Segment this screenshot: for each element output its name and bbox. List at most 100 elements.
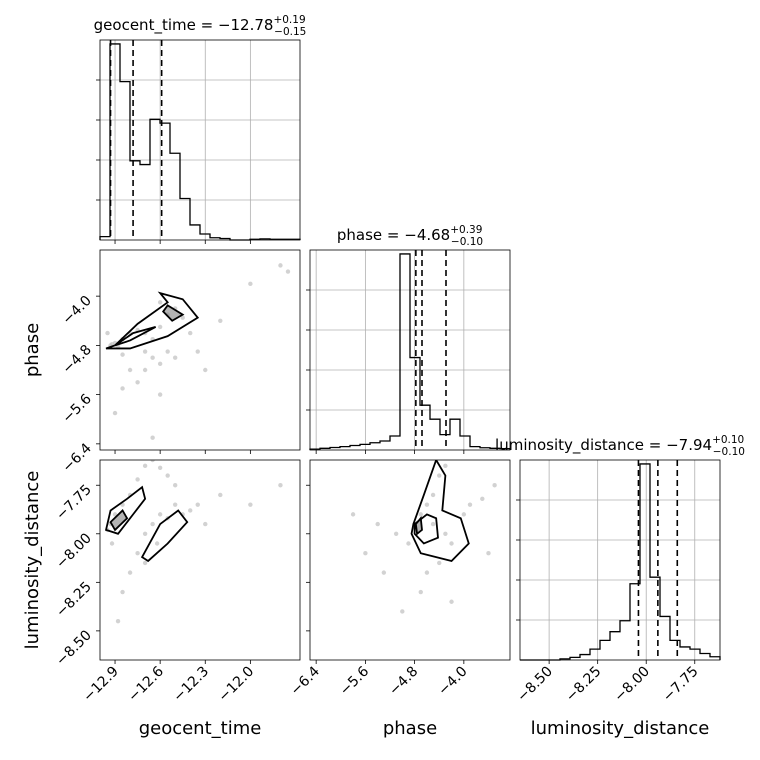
histogram-panel-luminosity_distance: luminosity_distance = −7.94+0.10 −0.10 [495,434,745,661]
histogram-panel-phase: phase = −4.68+0.39 −0.10 [306,224,511,451]
x-tick-label: −12.3 [170,664,212,706]
sample-point [135,551,140,556]
sample-point [424,570,430,575]
title-main: geocent_time = −12.78 [94,16,274,35]
title-minus: −0.10 [713,446,745,458]
y-tick-label: −7.75 [53,482,95,524]
sample-point [157,300,163,305]
sample-point [172,502,178,507]
sample-point [400,609,405,614]
sample-point [165,473,170,478]
title-minus: −0.10 [451,236,483,248]
panel-background [310,460,510,660]
contour-level [414,516,423,536]
y-tick-label: −8.25 [53,579,95,621]
sample-point [188,330,193,336]
y-tick-label: −8.00 [53,530,95,572]
title-minus: −0.15 [274,26,306,38]
x-tick-label: −7.75 [660,664,702,706]
y-tick-label: −4.0 [59,293,94,328]
panel-background [100,250,300,450]
contour-level [114,326,157,347]
sample-point [486,551,491,556]
sample-point [449,599,454,604]
sample-point [430,492,436,498]
panel-frame [99,39,301,241]
histogram-step-phase [309,253,511,450]
panel-frame [519,459,721,661]
sample-point [150,521,155,527]
sample-point [157,324,163,330]
contour-level [104,485,147,535]
sample-point [142,560,148,566]
sample-point [218,318,223,323]
x-tick-label: −6.4 [288,663,323,698]
histogram-step-luminosity_distance [520,463,721,661]
panel-content [104,460,283,624]
sample-point [443,531,448,536]
panel-content [105,263,291,440]
contour-level [109,509,129,532]
x-axis-label-geocent_time: geocent_time [139,718,262,739]
sample-point [480,496,485,502]
x-axis-label-phase: phase [383,718,437,739]
sample-point [418,589,423,595]
x-axis-label-luminosity_distance: luminosity_distance [531,718,710,739]
title-phase: phase = −4.68+0.39 −0.10 [337,224,483,248]
scatter-panel-geocent_time-phase [99,249,301,451]
sample-point [203,521,208,527]
x-tick-label: −5.6 [337,663,372,698]
x-tick-label: −4.0 [435,664,470,699]
sample-point [203,367,208,373]
sample-point [135,477,140,482]
panel-background [100,460,300,660]
y-axis-label-luminosity_distance: luminosity_distance [22,471,43,650]
sample-point [248,281,253,287]
sample-point [135,380,140,385]
x-tick-label: −8.00 [611,664,653,706]
sample-point [127,367,133,373]
sample-point [165,349,170,354]
sample-point [115,618,121,624]
contour-level [413,513,439,545]
sample-point [150,460,155,463]
sample-point [437,473,442,478]
sample-point [142,349,148,354]
title-main: phase = −4.68 [337,226,450,244]
title-main: luminosity_distance = −7.94 [495,436,712,455]
sample-point [172,355,178,360]
y-axis-label-phase: phase [22,323,43,377]
contour-level [161,304,185,322]
sample-point [424,502,430,507]
title-luminosity_distance: luminosity_distance = −7.94+0.10 −0.10 [495,434,745,458]
panel-content [350,460,497,614]
panel-frame [99,249,301,451]
x-tick-label: −12.6 [125,663,167,705]
sample-point [375,521,380,527]
sample-point [443,463,448,469]
sample-point [127,570,133,575]
sample-point [218,492,223,498]
sample-point [157,512,163,517]
sample-point [381,570,387,575]
y-tick-label: −5.6 [59,391,94,426]
sample-point [437,560,442,566]
sample-point [142,531,148,536]
y-tick-label: −6.4 [59,440,94,475]
sample-point [248,502,253,507]
x-tick-label: −12.9 [80,664,122,706]
sample-point [461,512,467,517]
sample-point [142,367,148,373]
sample-point [393,531,399,536]
panel-frame [309,249,511,451]
sample-point [120,386,125,391]
histogram-step-geocent_time [99,43,301,241]
sample-point [157,361,163,367]
contour-level [105,291,200,350]
sample-point [285,269,291,274]
sample-point [120,589,125,595]
sample-point [418,512,423,517]
sample-point [449,541,454,546]
sample-point [195,349,200,354]
